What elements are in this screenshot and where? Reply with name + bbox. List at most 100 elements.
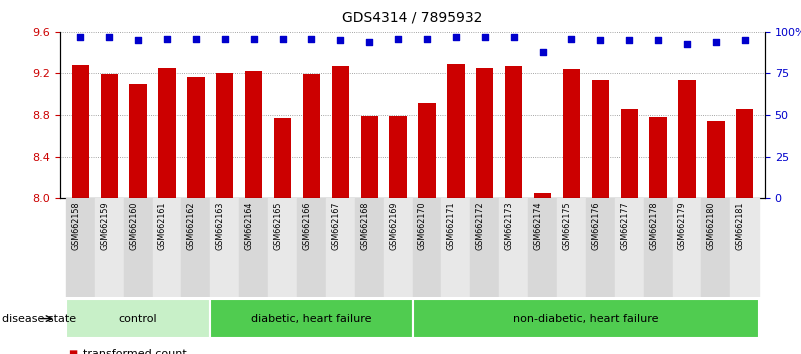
- Bar: [239, 198, 268, 297]
- Text: control: control: [119, 314, 157, 324]
- Bar: [418, 103, 436, 354]
- Bar: [326, 198, 355, 297]
- Bar: [187, 76, 204, 354]
- Bar: [707, 121, 725, 354]
- Point: [131, 37, 144, 43]
- Point: [392, 36, 405, 41]
- Point: [305, 36, 318, 41]
- Point: [594, 37, 606, 43]
- Text: GSM662169: GSM662169: [389, 201, 398, 250]
- Text: GSM662174: GSM662174: [533, 201, 542, 250]
- Bar: [673, 198, 702, 297]
- Text: GSM662166: GSM662166: [303, 201, 312, 250]
- Bar: [505, 66, 522, 354]
- Text: GSM662181: GSM662181: [736, 201, 745, 250]
- Point: [248, 36, 260, 41]
- Point: [507, 34, 520, 40]
- Bar: [211, 198, 239, 297]
- Text: disease state: disease state: [2, 314, 76, 324]
- Bar: [413, 198, 441, 297]
- Bar: [152, 198, 181, 297]
- Text: GSM662172: GSM662172: [476, 201, 485, 250]
- Point: [421, 36, 433, 41]
- Bar: [533, 193, 551, 354]
- Text: GSM662170: GSM662170: [418, 201, 427, 250]
- Point: [536, 49, 549, 55]
- Bar: [563, 69, 580, 354]
- Bar: [355, 198, 384, 297]
- Text: GSM662158: GSM662158: [71, 201, 80, 250]
- Bar: [644, 198, 673, 297]
- Text: GSM662171: GSM662171: [447, 201, 456, 250]
- Bar: [621, 109, 638, 354]
- Bar: [592, 80, 609, 354]
- Point: [190, 36, 203, 41]
- Bar: [528, 198, 557, 297]
- Bar: [71, 65, 89, 354]
- Bar: [66, 198, 95, 297]
- Bar: [614, 198, 644, 297]
- Bar: [441, 198, 470, 297]
- FancyBboxPatch shape: [413, 299, 759, 338]
- Point: [103, 34, 115, 40]
- Bar: [650, 117, 666, 354]
- Text: GDS4314 / 7895932: GDS4314 / 7895932: [342, 11, 483, 25]
- Text: GSM662163: GSM662163: [215, 201, 225, 250]
- Point: [363, 39, 376, 45]
- Text: GSM662168: GSM662168: [360, 201, 369, 250]
- Bar: [470, 198, 499, 297]
- Text: GSM662165: GSM662165: [273, 201, 283, 250]
- Bar: [123, 198, 152, 297]
- Bar: [332, 66, 349, 354]
- Bar: [303, 74, 320, 354]
- Text: GSM662180: GSM662180: [706, 201, 716, 250]
- Bar: [159, 68, 175, 354]
- Bar: [100, 74, 118, 354]
- Bar: [384, 198, 413, 297]
- Text: GSM662159: GSM662159: [100, 201, 109, 250]
- Point: [622, 37, 635, 43]
- Text: diabetic, heart failure: diabetic, heart failure: [252, 314, 372, 324]
- Bar: [476, 68, 493, 354]
- Bar: [736, 109, 754, 354]
- Point: [449, 34, 462, 40]
- Bar: [130, 84, 147, 354]
- Bar: [245, 72, 262, 354]
- Bar: [678, 80, 695, 354]
- Point: [681, 41, 694, 46]
- Point: [652, 37, 665, 43]
- Bar: [731, 198, 759, 297]
- Text: GSM662175: GSM662175: [562, 201, 571, 250]
- FancyBboxPatch shape: [66, 299, 211, 338]
- Point: [710, 39, 723, 45]
- Text: GSM662179: GSM662179: [678, 201, 687, 250]
- Text: GSM662167: GSM662167: [332, 201, 340, 250]
- Bar: [586, 198, 614, 297]
- Bar: [702, 198, 731, 297]
- Point: [334, 37, 347, 43]
- Text: GSM662162: GSM662162: [187, 201, 196, 250]
- Bar: [360, 116, 378, 354]
- Point: [74, 34, 87, 40]
- Text: GSM662176: GSM662176: [591, 201, 600, 250]
- Point: [276, 36, 289, 41]
- Text: transformed count: transformed count: [83, 349, 187, 354]
- Bar: [499, 198, 528, 297]
- Bar: [274, 118, 292, 354]
- Bar: [389, 116, 407, 354]
- Point: [219, 36, 231, 41]
- Bar: [181, 198, 211, 297]
- Text: GSM662173: GSM662173: [505, 201, 513, 250]
- Text: GSM662164: GSM662164: [244, 201, 254, 250]
- Bar: [447, 64, 465, 354]
- Point: [478, 34, 491, 40]
- Bar: [95, 198, 123, 297]
- Text: non-diabetic, heart failure: non-diabetic, heart failure: [513, 314, 658, 324]
- Bar: [268, 198, 297, 297]
- Text: ■: ■: [68, 349, 78, 354]
- Bar: [557, 198, 586, 297]
- Text: GSM662160: GSM662160: [129, 201, 138, 250]
- Text: GSM662178: GSM662178: [649, 201, 658, 250]
- Text: GSM662161: GSM662161: [158, 201, 167, 250]
- Text: GSM662177: GSM662177: [620, 201, 629, 250]
